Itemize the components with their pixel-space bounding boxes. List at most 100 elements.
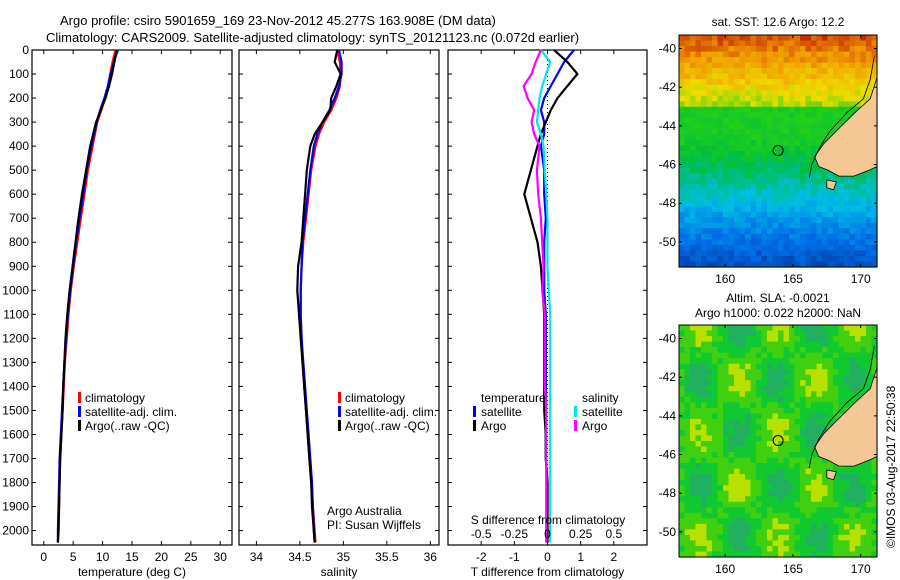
map-cell (734, 347, 741, 354)
map-cell (734, 233, 741, 240)
map-cell (778, 418, 785, 425)
map-cell (723, 325, 730, 332)
map-cell (690, 167, 697, 174)
map-cell (761, 178, 768, 185)
map-cell (706, 184, 713, 191)
map-cell (778, 336, 785, 343)
map-cell (783, 106, 790, 113)
map-cell (717, 46, 724, 53)
map-cell (772, 217, 779, 224)
map-y-tick-label: -40 (659, 42, 677, 56)
map-cell (871, 468, 878, 475)
map-cell (761, 435, 768, 442)
map-cell (739, 40, 746, 47)
map-cell (778, 518, 785, 525)
map-cell (772, 35, 779, 42)
map-cell (811, 128, 818, 135)
map-cell (756, 128, 763, 135)
map-cell (778, 369, 785, 376)
map-cell (756, 178, 763, 185)
map-cell (756, 518, 763, 525)
map-cell (701, 457, 708, 464)
map-cell (728, 145, 735, 152)
map-cell (805, 84, 812, 91)
map-cell (811, 474, 818, 481)
map-cell (827, 222, 834, 229)
map-cell (860, 374, 867, 381)
map-cell (816, 233, 823, 240)
map-cell (822, 424, 829, 431)
map-cell (794, 101, 801, 108)
map-cell (833, 117, 840, 124)
map-cell (794, 474, 801, 481)
map-cell (756, 341, 763, 348)
map-cell (849, 529, 856, 536)
legend-swatch (78, 392, 81, 403)
map-cell (833, 195, 840, 202)
map-cell (789, 211, 796, 218)
map-cell (772, 396, 779, 403)
map-cell (778, 325, 785, 332)
map-cell (679, 239, 686, 246)
map-cell (794, 95, 801, 102)
map-cell (800, 485, 807, 492)
map-cell (701, 123, 708, 130)
map-cell (866, 57, 873, 64)
map-cell (772, 200, 779, 207)
map-cell (756, 546, 763, 553)
map-cell (728, 101, 735, 108)
map-cell (794, 430, 801, 437)
map-cell (701, 385, 708, 392)
map-cell (822, 244, 829, 251)
map-cell (723, 123, 730, 130)
map-cell (717, 463, 724, 470)
map-cell (717, 518, 724, 525)
map-cell (805, 217, 812, 224)
map-cell (822, 134, 829, 141)
map-cell (827, 413, 834, 420)
map-cell (871, 256, 878, 263)
map-cell (805, 51, 812, 58)
map-cell (717, 396, 724, 403)
map-cell (822, 84, 829, 91)
map-cell (745, 418, 752, 425)
map-cell (871, 512, 878, 519)
map-cell (690, 123, 697, 130)
map-cell (695, 347, 702, 354)
map-cell (717, 380, 724, 387)
map-cell (745, 200, 752, 207)
map-cell (750, 325, 757, 332)
map-cell (750, 233, 757, 240)
map-cell (772, 463, 779, 470)
map-cell (756, 101, 763, 108)
map-cell (816, 369, 823, 376)
map-cell (811, 341, 818, 348)
map-cell (712, 167, 719, 174)
salinity-profile-frame (238, 49, 440, 546)
map-cell (739, 217, 746, 224)
map-cell (745, 452, 752, 459)
map-cell (822, 128, 829, 135)
map-cell (690, 446, 697, 453)
map-cell (789, 369, 796, 376)
map-cell (684, 195, 691, 202)
map-cell (844, 46, 851, 53)
map-cell (739, 46, 746, 53)
annotation-text: Argo Australia (327, 504, 402, 518)
map-cell (706, 468, 713, 475)
map-cell (701, 261, 708, 268)
map-cell (789, 256, 796, 263)
map-cell (684, 73, 691, 80)
map-cell (871, 518, 878, 525)
map-cell (723, 490, 730, 497)
map-cell (745, 156, 752, 163)
map-cell (695, 496, 702, 503)
map-cell (833, 490, 840, 497)
map-cell (767, 244, 774, 251)
map-cell (833, 40, 840, 47)
map-cell (690, 424, 697, 431)
map-cell (706, 369, 713, 376)
map-cell (778, 358, 785, 365)
map-cell (816, 534, 823, 541)
map-cell (860, 79, 867, 86)
